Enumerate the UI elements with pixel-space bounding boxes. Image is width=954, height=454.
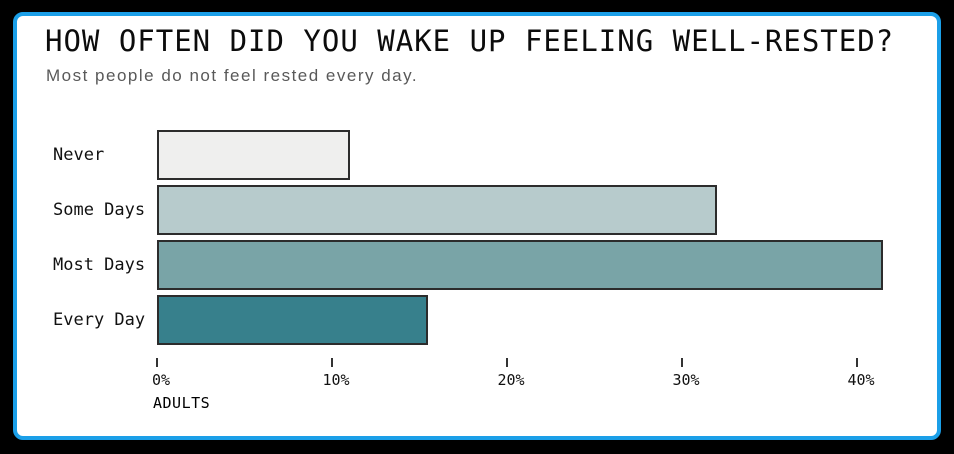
- category-label-some-days: Some Days: [53, 200, 146, 220]
- x-axis-tick-label: 40%: [847, 371, 875, 389]
- category-label-most-days: Most Days: [53, 255, 146, 275]
- x-axis-tick: [681, 358, 683, 367]
- chart-title: HOW OFTEN DID YOU WAKE UP FEELING WELL-R…: [45, 24, 895, 58]
- x-axis-tick: [856, 358, 858, 367]
- x-axis-tick-label: 0%: [151, 371, 171, 389]
- bar-never: [157, 130, 350, 180]
- x-axis-tick: [506, 358, 508, 367]
- chart-subtitle: Most people do not feel rested every day…: [46, 66, 419, 85]
- bar-every-day: [157, 295, 428, 345]
- x-axis-tick-label: 10%: [322, 371, 350, 389]
- x-axis-tick: [156, 358, 158, 367]
- bar-most-days: [157, 240, 883, 290]
- x-axis-tick-label: 20%: [497, 371, 525, 389]
- x-axis-caption: ADULTS: [153, 394, 211, 412]
- category-label-every-day: Every Day: [53, 310, 146, 330]
- category-label-never: Never: [53, 145, 105, 165]
- x-axis-tick-label: 30%: [672, 371, 700, 389]
- x-axis-tick: [331, 358, 333, 367]
- bar-some-days: [157, 185, 717, 235]
